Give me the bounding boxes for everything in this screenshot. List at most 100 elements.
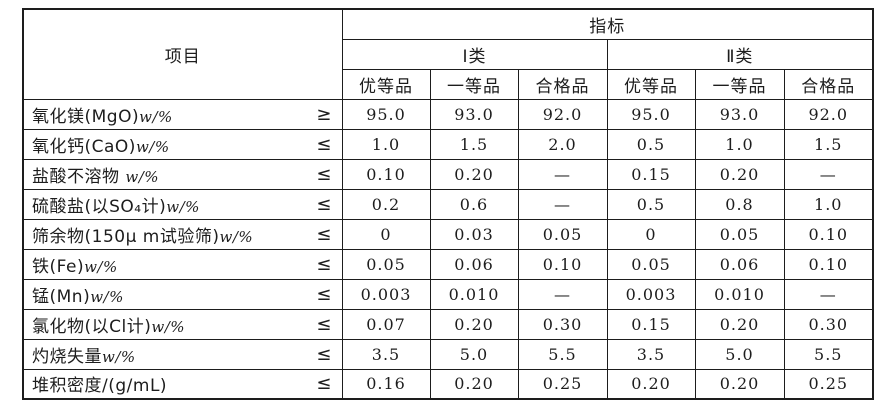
value-cell: 0.20 (606, 368, 696, 400)
value-cell: 0.30 (517, 308, 608, 340)
header-grade: 优等品 (341, 68, 431, 100)
value-cell: 0.10 (783, 218, 874, 250)
value-cell: 93.0 (694, 98, 785, 130)
value-cell: 0.20 (694, 368, 785, 400)
value-cell: 0.03 (429, 218, 519, 250)
constraint-symbol: ≤ (316, 193, 332, 215)
constraint-symbol: ≤ (316, 163, 332, 185)
value-cell: 0.10 (517, 248, 608, 280)
header-grade: 合格品 (517, 68, 608, 100)
value-cell: 1.0 (783, 188, 874, 220)
value-cell: 0.5 (606, 128, 696, 160)
value-cell: 0.003 (606, 278, 696, 310)
value-cell: 0.16 (341, 368, 431, 400)
constraint-symbol: ≤ (316, 133, 332, 155)
value-cell: 0.25 (783, 368, 874, 400)
value-cell: 5.0 (694, 338, 785, 370)
table-row: 盐酸不溶物 w/% ≤ 0.10 0.20 — 0.15 0.20 — (22, 158, 874, 190)
value-cell: 3.5 (606, 338, 696, 370)
value-cell: 1.5 (429, 128, 519, 160)
constraint-symbol: ≤ (316, 253, 332, 275)
header-grade: 一等品 (694, 68, 785, 100)
constraint-symbol: ≥ (316, 103, 332, 125)
value-cell: 5.5 (517, 338, 608, 370)
table-row: 硫酸盐(以SO₄计)w/% ≤ 0.2 0.6 — 0.5 0.8 1.0 (22, 188, 874, 220)
table-row: 氯化物(以Cl计)w/% ≤ 0.07 0.20 0.30 0.15 0.20 … (22, 308, 874, 340)
value-cell: 1.0 (341, 128, 431, 160)
value-cell: 3.5 (341, 338, 431, 370)
value-cell: 93.0 (429, 98, 519, 130)
value-cell: 0.30 (783, 308, 874, 340)
corner-header-items: 项目 (22, 8, 343, 100)
value-cell: 95.0 (606, 98, 696, 130)
table-row: 氧化钙(CaO)w/% ≤ 1.0 1.5 2.0 0.5 1.0 1.5 (22, 128, 874, 160)
value-cell: 5.0 (429, 338, 519, 370)
row-label: 灼烧失量w/% (32, 346, 136, 367)
value-cell: 0.05 (517, 218, 608, 250)
table-row: 铁(Fe)w/% ≤ 0.05 0.06 0.10 0.05 0.06 0.10 (22, 248, 874, 280)
value-cell: 0.5 (606, 188, 696, 220)
value-cell: 0.20 (429, 158, 519, 190)
table-row: 氧化镁(MgO)w/% ≥ 95.0 93.0 92.0 95.0 93.0 9… (22, 98, 874, 130)
constraint-symbol: ≤ (316, 313, 332, 335)
value-cell: 0 (606, 218, 696, 250)
header-grade: 优等品 (606, 68, 696, 100)
row-label: 堆积密度/(g/mL) (32, 376, 168, 397)
value-cell: — (783, 278, 874, 310)
value-cell: 0.10 (783, 248, 874, 280)
spec-table: 项目 指标 Ⅰ类 Ⅱ类 优等品 一等品 合格品 优等品 一等品 合格品 氧化镁(… (22, 8, 874, 400)
value-cell: 0.15 (606, 158, 696, 190)
value-cell: 0.06 (694, 248, 785, 280)
value-cell: 0.05 (694, 218, 785, 250)
constraint-symbol: ≤ (316, 343, 332, 365)
value-cell: 0.2 (341, 188, 431, 220)
value-cell: 0.6 (429, 188, 519, 220)
header-class-2: Ⅱ类 (606, 38, 874, 70)
value-cell: 0 (341, 218, 431, 250)
value-cell: 0.06 (429, 248, 519, 280)
table-row: 灼烧失量w/% ≤ 3.5 5.0 5.5 3.5 5.0 5.5 (22, 338, 874, 370)
value-cell: 0.010 (694, 278, 785, 310)
header-grade: 合格品 (783, 68, 874, 100)
value-cell: 2.0 (517, 128, 608, 160)
value-cell: 0.20 (429, 308, 519, 340)
value-cell: — (783, 158, 874, 190)
header-indicators: 指标 (341, 8, 874, 40)
value-cell: 0.05 (606, 248, 696, 280)
row-label: 硫酸盐(以SO₄计)w/% (32, 196, 200, 217)
row-label: 筛余物(150μ m试验筛)w/% (32, 226, 254, 247)
value-cell: 92.0 (517, 98, 608, 130)
value-cell: 0.8 (694, 188, 785, 220)
row-label: 氯化物(以Cl计)w/% (32, 316, 186, 337)
value-cell: 0.25 (517, 368, 608, 400)
constraint-symbol: ≤ (316, 223, 332, 245)
value-cell: — (517, 158, 608, 190)
header-grade: 一等品 (429, 68, 519, 100)
row-label: 氧化镁(MgO)w/% (32, 106, 173, 127)
value-cell: 0.07 (341, 308, 431, 340)
value-cell: 0.20 (694, 158, 785, 190)
value-cell: — (517, 188, 608, 220)
constraint-symbol: ≤ (316, 283, 332, 305)
row-label: 氧化钙(CaO)w/% (32, 136, 170, 157)
header-class-1: Ⅰ类 (341, 38, 608, 70)
value-cell: 0.20 (429, 368, 519, 400)
table-row: 筛余物(150μ m试验筛)w/% ≤ 0 0.03 0.05 0 0.05 0… (22, 218, 874, 250)
value-cell: 1.0 (694, 128, 785, 160)
value-cell: — (517, 278, 608, 310)
value-cell: 5.5 (783, 338, 874, 370)
row-label: 盐酸不溶物 w/% (32, 166, 160, 187)
value-cell: 0.010 (429, 278, 519, 310)
value-cell: 0.10 (341, 158, 431, 190)
value-cell: 1.5 (783, 128, 874, 160)
value-cell: 0.05 (341, 248, 431, 280)
value-cell: 0.20 (694, 308, 785, 340)
value-cell: 0.15 (606, 308, 696, 340)
value-cell: 0.003 (341, 278, 431, 310)
table-row: 锰(Mn)w/% ≤ 0.003 0.010 — 0.003 0.010 — (22, 278, 874, 310)
row-label: 铁(Fe)w/% (32, 256, 118, 277)
table-row: 堆积密度/(g/mL) ≤ 0.16 0.20 0.25 0.20 0.20 0… (22, 368, 874, 400)
row-label: 锰(Mn)w/% (32, 286, 124, 307)
value-cell: 92.0 (783, 98, 874, 130)
